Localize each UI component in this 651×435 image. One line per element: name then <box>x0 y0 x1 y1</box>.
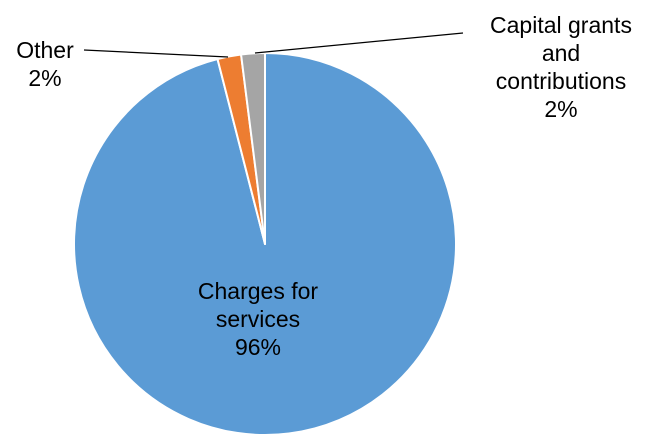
slice-category-label: Charges for <box>198 278 319 304</box>
slice-percent-label: 2% <box>28 65 61 91</box>
slice-category-label: Capital grants <box>490 12 632 38</box>
leader-line-capital-grants-and-contributions <box>254 32 464 54</box>
slice-category-label: contributions <box>496 68 626 94</box>
leader-line-other <box>83 49 229 58</box>
leader-lines <box>83 32 464 58</box>
pie-slices <box>73 52 457 435</box>
slice-category-label: services <box>216 306 300 332</box>
slice-category-label: Other <box>16 37 74 63</box>
slice-category-label: and <box>542 40 580 66</box>
slice-percent-label: 2% <box>544 96 577 122</box>
pie-slice-capital-grants-and-contributions <box>240 52 266 245</box>
slice-percent-label: 96% <box>235 334 281 360</box>
